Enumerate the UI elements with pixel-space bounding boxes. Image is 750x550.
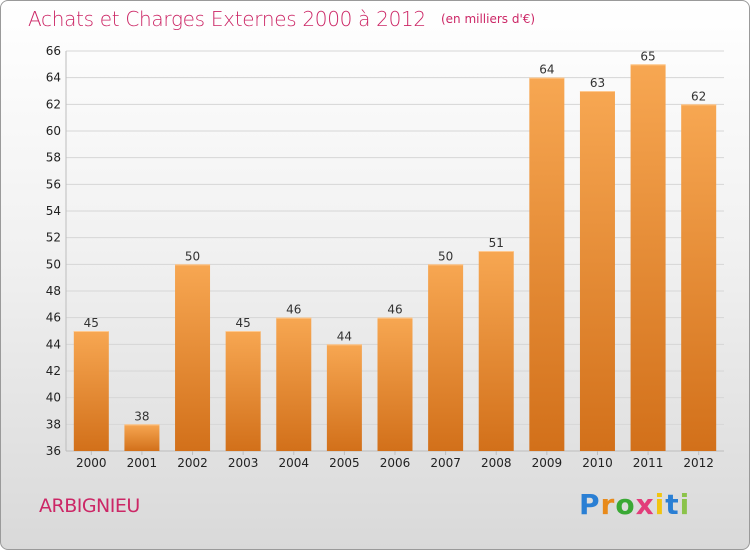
logo-letter: i	[654, 488, 666, 521]
x-tick-label-2004: 2004	[278, 456, 309, 470]
y-tick-label: 36	[46, 444, 61, 458]
x-tick-label-2005: 2005	[329, 456, 360, 470]
data-label-2000: 45	[84, 316, 99, 330]
x-tick-label-2009: 2009	[532, 456, 563, 470]
data-label-2002: 50	[185, 249, 200, 263]
data-label-2010: 63	[590, 76, 605, 90]
y-tick-label: 56	[46, 177, 61, 191]
x-tick-label-2003: 2003	[228, 456, 259, 470]
logo-letter: i	[679, 488, 691, 521]
x-tick-label-2000: 2000	[76, 456, 107, 470]
bar-2003	[225, 331, 261, 451]
data-label-2006: 46	[387, 303, 402, 317]
data-label-2012: 62	[691, 89, 706, 103]
bar-2006	[377, 317, 413, 451]
y-tick-label: 54	[46, 204, 61, 218]
y-tick-label: 60	[46, 124, 61, 138]
data-labels: 45 38 50 45 46 44 46 50 51 64 63 65 62	[84, 49, 707, 423]
bar-2011	[630, 64, 666, 452]
bar-2010	[579, 91, 615, 451]
title-text: Achats et Charges Externes 2000 à 2012	[28, 7, 426, 31]
data-label-2001: 38	[134, 409, 149, 423]
bar-2001	[124, 424, 160, 451]
bar-2005	[326, 344, 362, 451]
y-tick-label: 42	[46, 364, 61, 378]
y-tick-label: 52	[46, 231, 61, 245]
commune-name: ARBIGNIEU	[39, 495, 140, 517]
chart-title: Achats et Charges Externes 2000 à 2012 (…	[28, 7, 535, 31]
y-tick-label: 50	[46, 257, 61, 271]
bar-2004	[276, 317, 312, 451]
x-tick-label-2012: 2012	[683, 456, 714, 470]
title-unit: (en milliers d'€)	[440, 12, 536, 26]
bar-2000	[73, 331, 109, 451]
bars	[73, 64, 717, 452]
y-tick-label: 66	[46, 44, 61, 58]
x-tick-label-2006: 2006	[380, 456, 411, 470]
x-tick-label-2007: 2007	[430, 456, 461, 470]
y-tick-label: 58	[46, 151, 61, 165]
data-label-2007: 50	[438, 249, 453, 263]
y-tick-label: 62	[46, 97, 61, 111]
logo-letter: t	[665, 488, 680, 521]
logo-letter: r	[600, 488, 616, 521]
logo-letter: P	[579, 488, 601, 521]
y-tick-label: 40	[46, 391, 61, 405]
x-tick-label-2001: 2001	[127, 456, 158, 470]
data-label-2011: 65	[640, 49, 655, 63]
data-label-2005: 44	[337, 329, 352, 343]
y-tick-label: 44	[46, 337, 61, 351]
data-label-2009: 64	[539, 63, 554, 77]
bar-2007	[428, 264, 464, 451]
bar-2009	[529, 77, 565, 452]
x-tick-label-2008: 2008	[481, 456, 512, 470]
axes: 36 38 40 42 44 46 48 50 52 54 56 58 60 62 64 66 2000 2001…	[46, 44, 724, 470]
x-tick-label-2002: 2002	[177, 456, 208, 470]
proxiti-logo[interactable]: Proxiti	[579, 488, 690, 521]
y-tick-label: 38	[46, 417, 61, 431]
x-tick-label-2011: 2011	[633, 456, 664, 470]
data-label-2004: 46	[286, 303, 301, 317]
y-tick-label: 46	[46, 311, 61, 325]
logo-letter: o	[615, 488, 636, 521]
bar-2002	[175, 264, 211, 451]
data-label-2008: 51	[489, 236, 504, 250]
logo-letter: x	[635, 488, 655, 521]
bar-2012	[681, 104, 717, 451]
data-label-2003: 45	[236, 316, 251, 330]
y-tick-label: 64	[46, 71, 61, 85]
x-tick-label-2010: 2010	[582, 456, 613, 470]
y-tick-label: 48	[46, 284, 61, 298]
bar-2008	[478, 251, 514, 451]
